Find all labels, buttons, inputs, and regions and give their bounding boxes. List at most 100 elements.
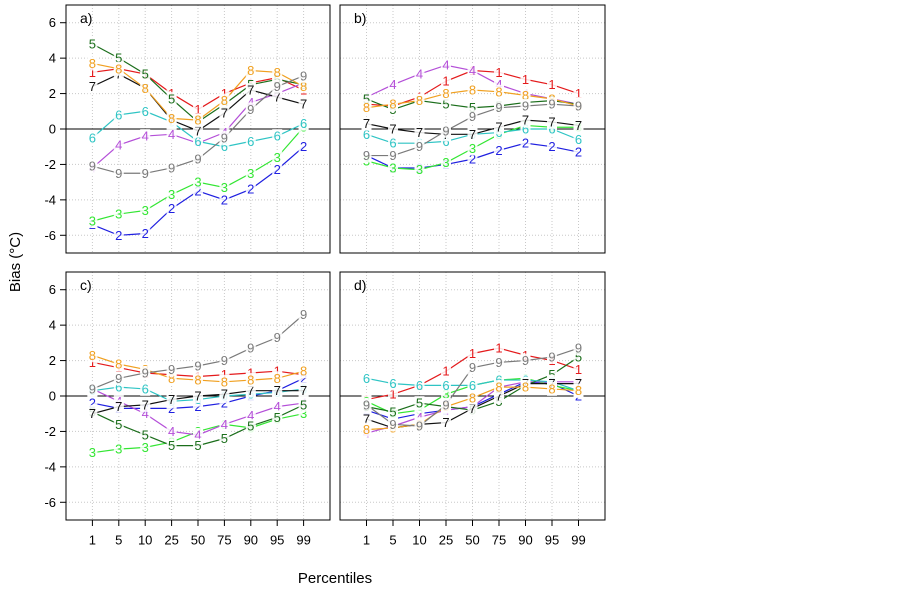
point-marker: 8 <box>363 422 370 437</box>
marker-bg <box>298 139 309 154</box>
point-marker: 4 <box>194 427 201 442</box>
marker-bg <box>547 122 557 136</box>
marker-bg <box>272 410 283 425</box>
point-marker: 9 <box>142 365 149 380</box>
x-tick-label: 95 <box>545 533 559 548</box>
marker-bg <box>388 77 398 92</box>
point-marker: 1 <box>469 346 476 361</box>
point-marker: 6 <box>575 132 582 147</box>
point-marker: 3 <box>469 141 476 156</box>
x-tick-label: 95 <box>270 533 284 548</box>
marker-bg <box>193 152 203 167</box>
point-marker: 7 <box>363 412 370 427</box>
point-marker: 2 <box>89 396 96 411</box>
marker-bg <box>361 148 372 163</box>
x-tick-label: 10 <box>138 533 152 548</box>
marker-bg <box>245 365 256 380</box>
point-marker: 3 <box>168 187 175 202</box>
marker-bg <box>361 422 372 437</box>
marker-bg <box>272 65 283 80</box>
marker-bg <box>113 107 124 122</box>
point-marker: 6 <box>300 116 307 131</box>
point-marker: 9 <box>274 79 281 94</box>
marker-bg <box>87 36 98 51</box>
point-marker: 5 <box>548 367 555 382</box>
point-marker: 9 <box>168 160 175 175</box>
marker-bg <box>361 397 372 412</box>
marker-bg <box>494 143 504 158</box>
marker-bg <box>441 86 451 101</box>
marker-bg <box>245 408 256 423</box>
marker-bg <box>140 67 151 82</box>
marker-bg <box>193 358 203 373</box>
point-marker: 2 <box>575 145 582 160</box>
marker-bg <box>441 397 451 412</box>
marker-bg <box>388 404 398 419</box>
point-marker: 4 <box>142 129 149 144</box>
panel: b)11111111122222222233333333344444444455… <box>339 4 606 254</box>
panel-title: a) <box>80 10 92 26</box>
marker-bg <box>140 440 151 455</box>
marker-bg <box>520 136 531 151</box>
x-tick-label: 25 <box>439 533 453 548</box>
marker-bg <box>547 139 557 154</box>
marker-bg <box>467 152 478 167</box>
point-marker: 8 <box>89 56 96 71</box>
marker-bg <box>573 376 584 391</box>
marker-bg <box>87 355 98 370</box>
x-tick-label: 75 <box>492 533 506 548</box>
point-marker: 4 <box>247 408 254 423</box>
point-marker: 3 <box>416 403 423 418</box>
marker-bg <box>388 136 398 151</box>
point-marker: 1 <box>442 74 449 89</box>
point-marker: 9 <box>247 102 254 117</box>
marker-bg <box>113 228 124 243</box>
marker-bg <box>467 346 478 361</box>
point-marker: 6 <box>274 129 281 144</box>
y-tick-label: 0 <box>49 389 56 404</box>
marker-bg <box>573 350 584 365</box>
point-marker: 4 <box>442 58 449 73</box>
marker-bg <box>219 139 230 154</box>
point-marker: 3 <box>194 175 201 190</box>
point-marker: 9 <box>389 148 396 163</box>
point-marker: 6 <box>142 104 149 119</box>
point-marker: 4 <box>142 406 149 421</box>
marker-bg <box>388 97 398 112</box>
marker-bg <box>113 442 124 457</box>
point-marker: 4 <box>495 77 502 92</box>
y-tick-label: -2 <box>44 157 56 172</box>
marker-bg <box>547 114 557 129</box>
point-marker: 7 <box>575 376 582 391</box>
y-tick-label: -4 <box>44 192 56 207</box>
point-marker: 5 <box>416 396 423 411</box>
marker-bg <box>414 93 425 108</box>
point-marker: 6 <box>221 139 228 154</box>
marker-bg <box>87 159 98 174</box>
marker-bg <box>494 77 504 92</box>
panel: -6-4-20246a)1111111112222222223333333334… <box>44 4 331 254</box>
point-marker: 5 <box>469 100 476 115</box>
point-marker: 6 <box>495 373 502 388</box>
marker-bg <box>414 139 425 154</box>
marker-bg <box>467 127 478 142</box>
point-marker: 7 <box>194 389 201 404</box>
marker-bg <box>245 83 256 98</box>
marker-bg <box>87 214 98 229</box>
point-marker: 6 <box>247 134 254 149</box>
marker-bg <box>573 341 584 356</box>
marker-bg <box>414 67 425 82</box>
marker-bg <box>87 56 98 71</box>
point-marker: 7 <box>194 123 201 138</box>
marker-bg <box>113 207 124 222</box>
point-marker: 8 <box>575 383 582 398</box>
point-marker: 7 <box>389 122 396 137</box>
point-marker: 6 <box>442 378 449 393</box>
point-marker: 7 <box>442 415 449 430</box>
point-marker: 4 <box>115 137 122 152</box>
point-marker: 5 <box>115 417 122 432</box>
marker-bg <box>166 201 177 216</box>
marker-bg <box>361 91 372 106</box>
point-marker: 6 <box>442 134 449 149</box>
point-marker: 6 <box>194 134 201 149</box>
